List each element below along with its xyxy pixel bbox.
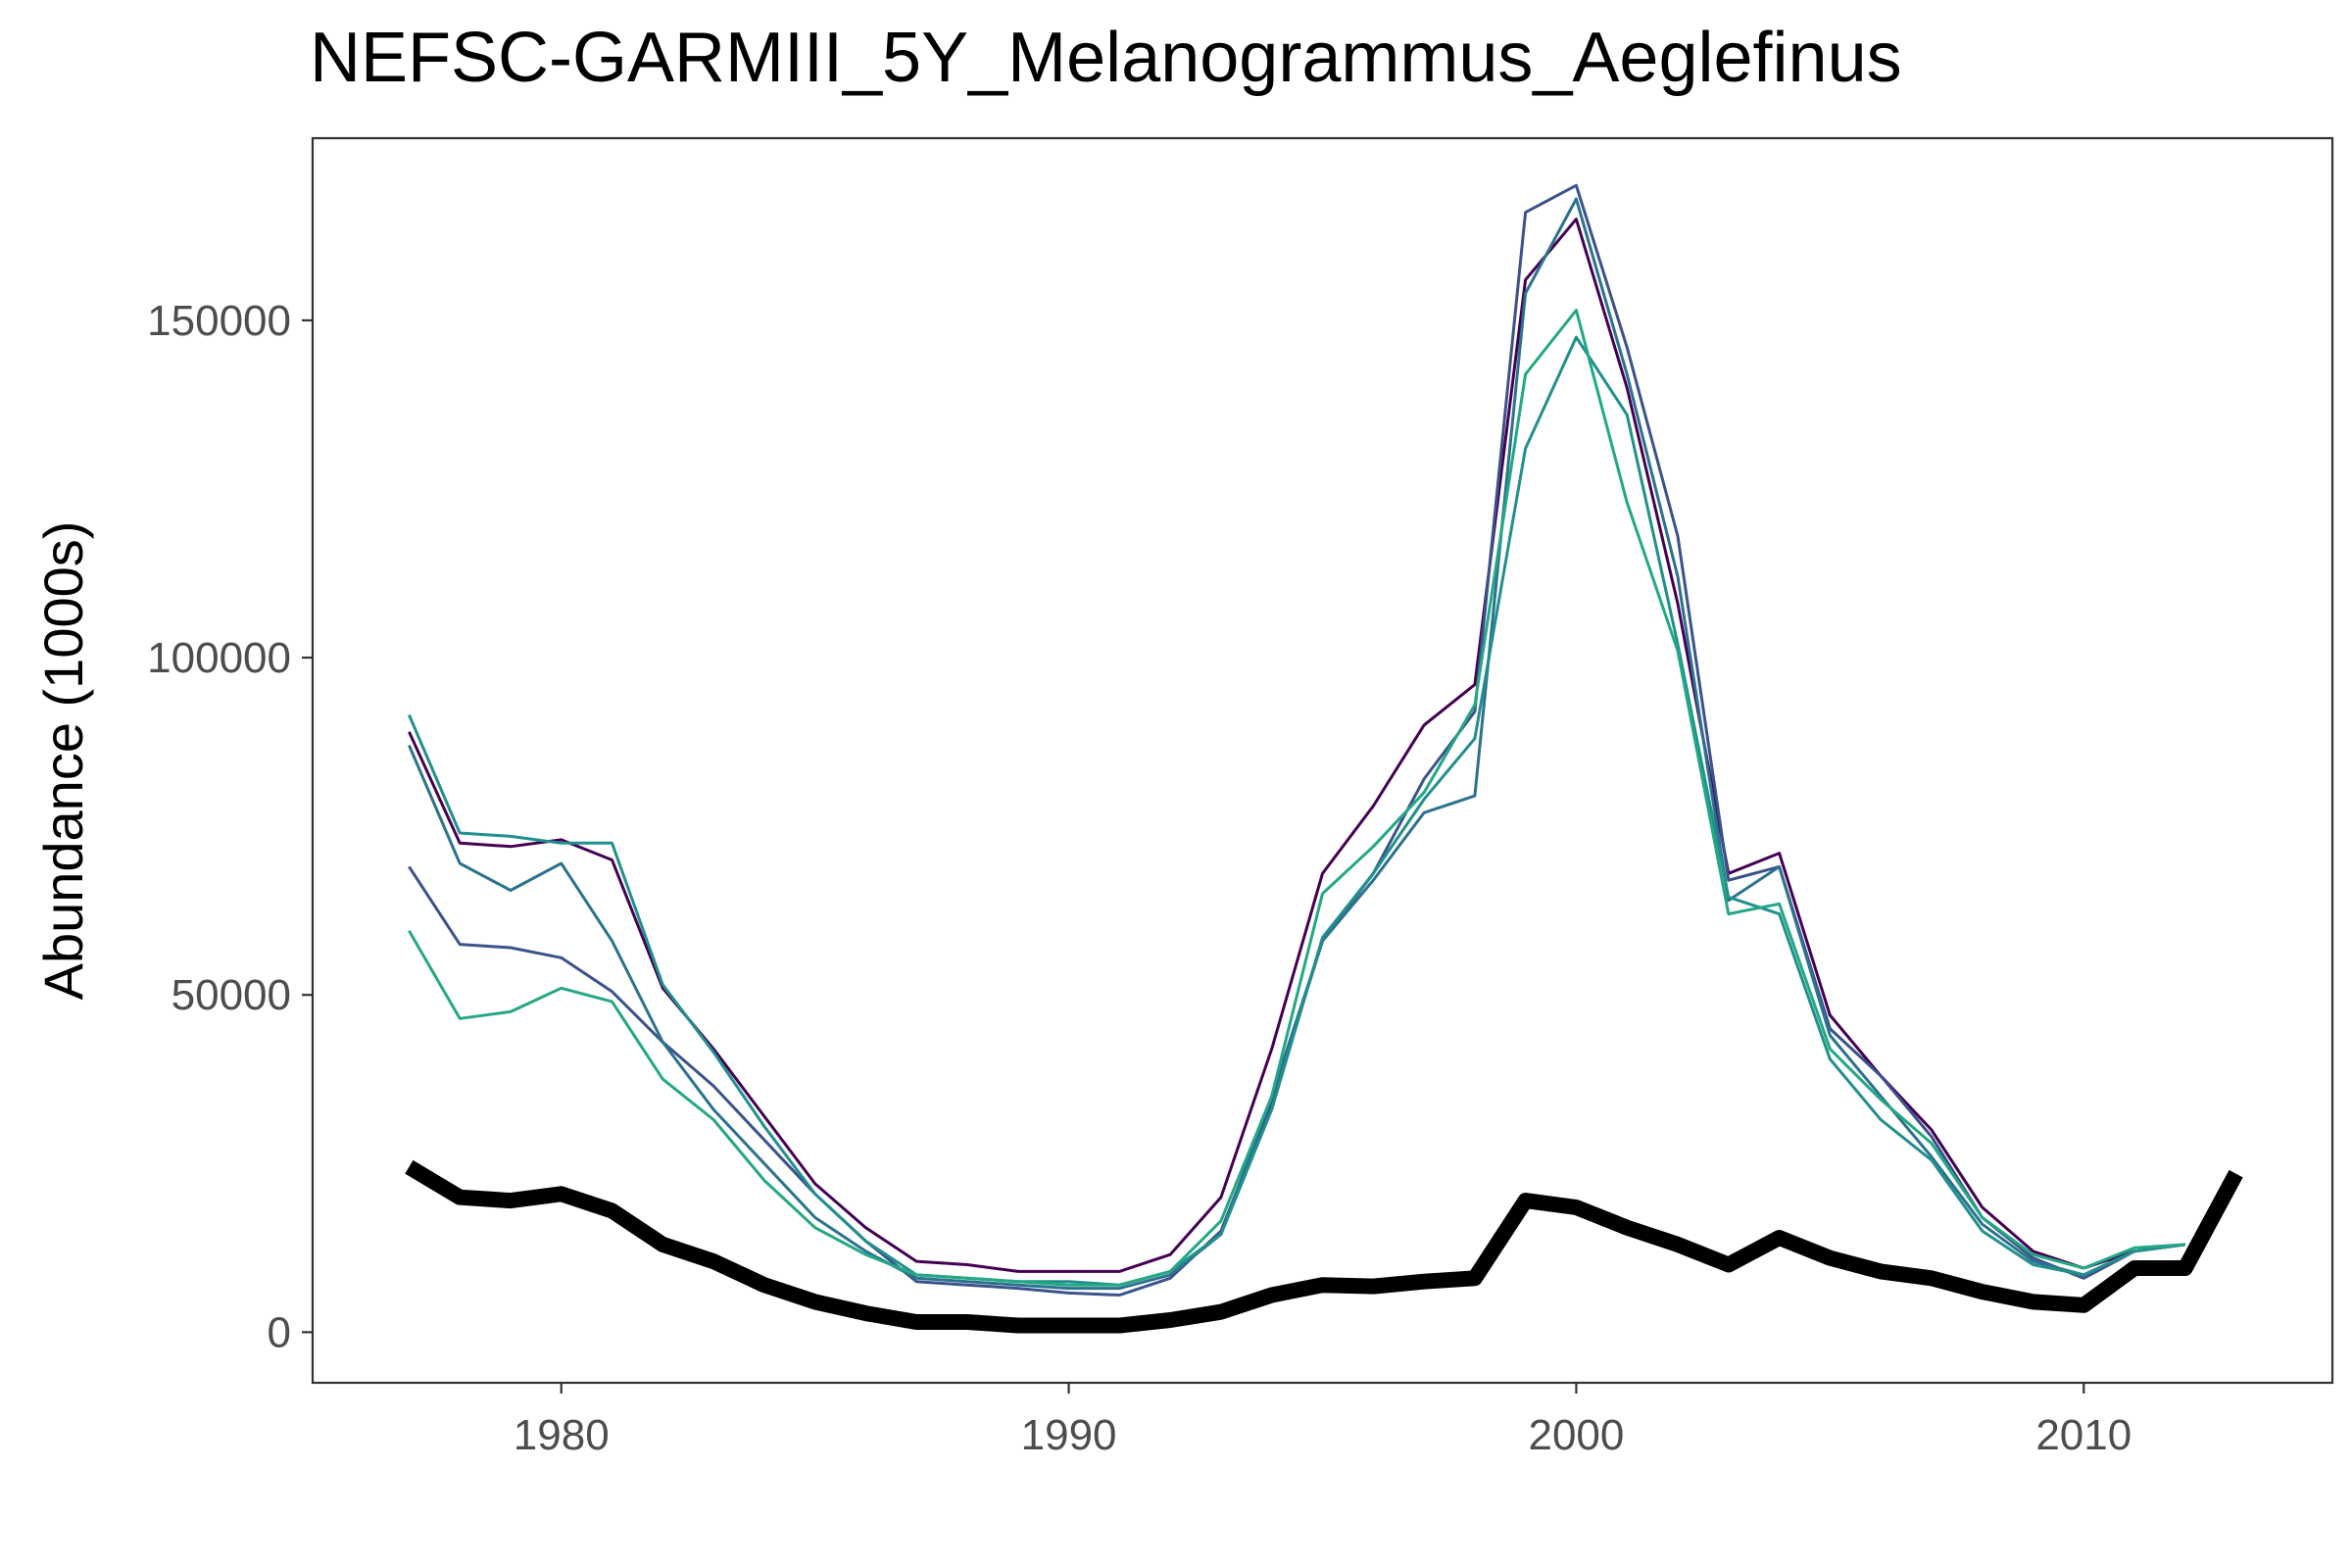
y-axis-title: Abundance (1000s) bbox=[32, 521, 94, 1001]
chart-title: NEFSC-GARMIII_5Y_Melanogrammus_Aeglefinu… bbox=[310, 19, 1902, 97]
series-line-5 bbox=[408, 309, 2185, 1287]
x-tick-label: 1980 bbox=[514, 1411, 610, 1459]
y-tick-label: 0 bbox=[268, 1308, 291, 1356]
series-line-6 bbox=[405, 1159, 2243, 1334]
y-tick-label: 150000 bbox=[147, 297, 291, 345]
series-line-3 bbox=[408, 197, 2185, 1291]
x-tick-label: 2010 bbox=[2035, 1411, 2132, 1459]
y-tick-label: 100000 bbox=[147, 634, 291, 682]
series-layer bbox=[405, 183, 2243, 1334]
axis-layer: 1980 1990 2000 2010 0 50000 100000 150000 bbox=[147, 297, 2132, 1459]
series-line-2 bbox=[408, 183, 2185, 1297]
x-tick-label: 2000 bbox=[1528, 1411, 1624, 1459]
y-tick-label: 50000 bbox=[172, 971, 291, 1019]
series-line-1 bbox=[408, 218, 2185, 1273]
series-line-4 bbox=[408, 335, 2185, 1287]
x-tick-label: 1990 bbox=[1021, 1411, 1117, 1459]
plot-panel bbox=[311, 136, 2334, 1385]
